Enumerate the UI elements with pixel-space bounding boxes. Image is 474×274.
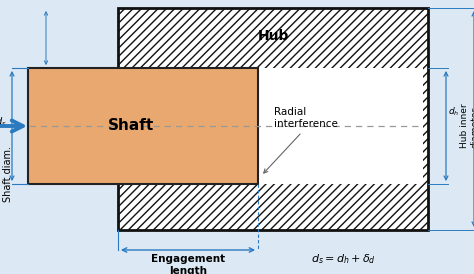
Text: $d_s$: $d_s$ [0, 115, 7, 129]
Text: Shaft: Shaft [109, 118, 155, 133]
Bar [122, 68, 423, 184]
Text: Hub: Hub [257, 29, 289, 43]
Bar [28, 68, 258, 184]
Text: $d_h$: $d_h$ [448, 106, 459, 118]
Text: Hub inner
diameter: Hub inner diameter [460, 104, 474, 148]
Text: $d_s = d_h + \delta_d$: $d_s = d_h + \delta_d$ [310, 252, 375, 266]
Text: Engagement
length: Engagement length [151, 254, 225, 274]
Bar [118, 8, 428, 230]
Text: Shaft diam.: Shaft diam. [3, 146, 13, 202]
Text: Radial
interference: Radial interference [274, 107, 338, 129]
